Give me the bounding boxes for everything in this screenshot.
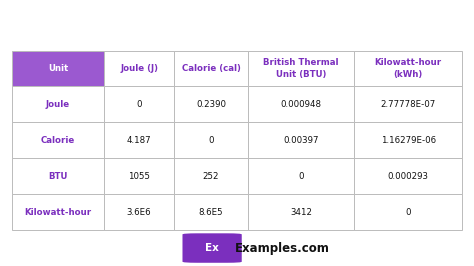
Text: 0: 0 [137,100,142,109]
Bar [248,51,354,86]
Text: BTU: BTU [48,172,68,181]
Bar [174,194,248,230]
Bar [354,86,462,122]
Bar [12,86,104,122]
Text: 8.6E5: 8.6E5 [199,208,223,217]
Bar [12,158,104,194]
Text: 0.2390: 0.2390 [196,100,226,109]
Bar [104,158,174,194]
Text: Unit: Unit [48,64,68,73]
Text: 0: 0 [405,208,411,217]
Bar [104,194,174,230]
Text: 0.000293: 0.000293 [388,172,428,181]
Bar [174,122,248,158]
Text: 252: 252 [203,172,219,181]
Bar [12,122,104,158]
Bar [104,122,174,158]
Text: 1.16279E-06: 1.16279E-06 [381,136,436,145]
Bar [104,86,174,122]
Bar [248,122,354,158]
Text: 3412: 3412 [290,208,312,217]
Bar [354,122,462,158]
Text: Joule (J): Joule (J) [120,64,158,73]
Bar [174,158,248,194]
Text: Kilowatt-hour: Kilowatt-hour [25,208,91,217]
Text: 0: 0 [299,172,304,181]
Text: 2.77778E-07: 2.77778E-07 [381,100,436,109]
Bar [174,51,248,86]
Text: 1055: 1055 [128,172,150,181]
Text: 3.6E6: 3.6E6 [127,208,151,217]
Text: Examples.com: Examples.com [235,242,329,255]
Bar [248,158,354,194]
FancyBboxPatch shape [182,233,242,263]
Text: 0.000948: 0.000948 [281,100,322,109]
Bar [104,51,174,86]
Text: 4.187: 4.187 [127,136,151,145]
Bar [248,86,354,122]
Text: 0: 0 [209,136,214,145]
Text: Kilowatt-hour
(kWh): Kilowatt-hour (kWh) [374,59,442,78]
Text: CONVERSION OF ENERGY UNITS: CONVERSION OF ENERGY UNITS [69,16,405,35]
Text: 0.00397: 0.00397 [283,136,319,145]
Bar [12,194,104,230]
Bar [12,51,104,86]
Bar [354,51,462,86]
Bar [248,194,354,230]
Text: Calorie (cal): Calorie (cal) [182,64,240,73]
Text: Calorie: Calorie [41,136,75,145]
Bar [354,158,462,194]
Text: Ex: Ex [205,243,219,253]
Bar [354,194,462,230]
Text: Joule: Joule [46,100,70,109]
Bar [174,86,248,122]
Text: British Thermal
Unit (BTU): British Thermal Unit (BTU) [264,59,339,78]
